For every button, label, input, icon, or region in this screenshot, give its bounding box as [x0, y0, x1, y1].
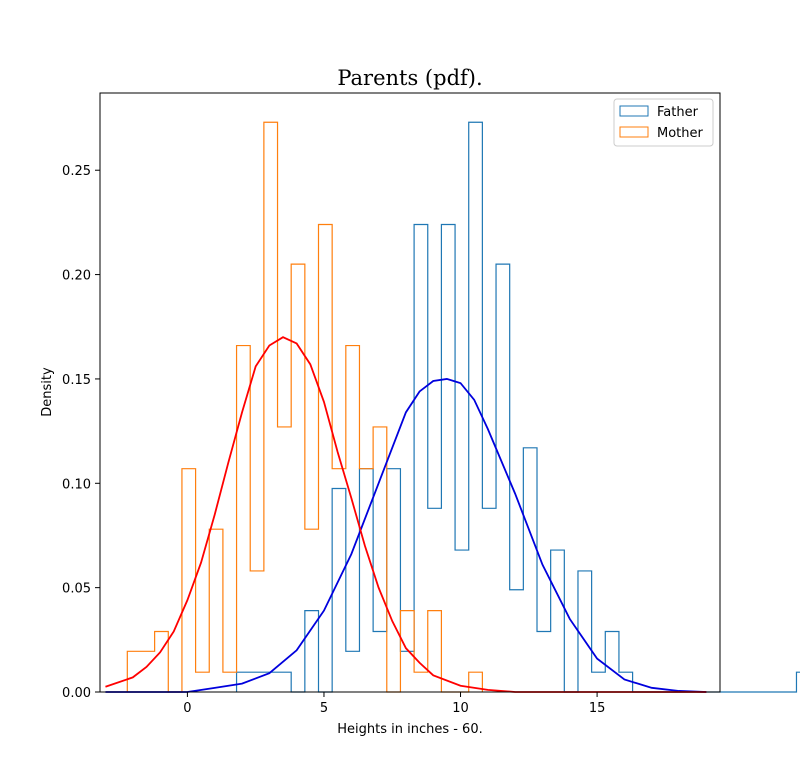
y-tick-label: 0.05 [62, 582, 91, 597]
x-tick-label: 10 [452, 701, 469, 716]
legend: Father Mother [613, 98, 714, 147]
plot-area [105, 121, 800, 693]
y-tick-label: 0.25 [62, 164, 91, 179]
legend-swatch-father [619, 105, 649, 117]
legend-label-mother: Mother [657, 126, 704, 141]
x-axis-label: Heights in inches - 60. [337, 722, 483, 737]
y-tick-label: 0.20 [62, 269, 91, 284]
chart-title: Parents (pdf). [337, 66, 482, 90]
x-tick-label: 0 [183, 701, 191, 716]
pdf-curve-0 [105, 378, 707, 693]
legend-box [613, 98, 714, 147]
y-tick-label: 0.00 [62, 686, 91, 701]
x-tick-label: 15 [589, 701, 606, 716]
x-tick-label: 5 [320, 701, 328, 716]
y-axis-label: Density [40, 367, 55, 417]
legend-label-father: Father [657, 105, 699, 120]
axis-ticks: 0 5 10 15 0.00 0.05 0.10 0.15 0.20 0.25 [62, 164, 605, 716]
plot-frame [99, 92, 721, 693]
y-tick-label: 0.10 [62, 477, 91, 492]
legend-swatch-mother [619, 126, 649, 138]
histogram-mother [126, 121, 483, 693]
histogram-father [235, 121, 800, 693]
y-tick-label: 0.15 [62, 373, 91, 388]
